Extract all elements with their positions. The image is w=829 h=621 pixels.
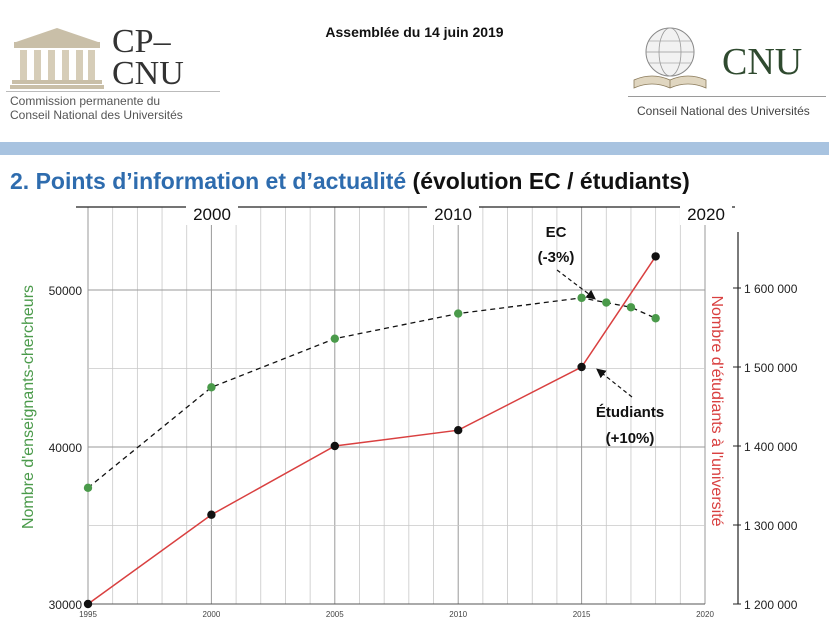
x-tick-label: 2020 [696, 610, 714, 619]
ec-data-point [602, 298, 611, 307]
ec-annotation-arrow [556, 269, 596, 300]
ec-data-point [207, 383, 216, 392]
logo-underline [6, 91, 220, 92]
ec-data-point [330, 334, 339, 343]
cp-cnu-subtitle: Commission permanente du Conseil Nationa… [10, 94, 183, 122]
y-left-tick-label: 30000 [49, 598, 83, 612]
logo-line-2: CNU [112, 55, 184, 92]
x-tick-label: 2005 [326, 610, 344, 619]
y-left-axis-title: Nombre d'enseignants-chercheurs [20, 285, 37, 529]
globe-book-icon [628, 22, 712, 94]
y-left-tick-label: 40000 [49, 441, 83, 455]
etudiants-annotation-arrow [596, 368, 633, 398]
x-tick-label: 1995 [79, 610, 97, 619]
y-right-tick-label: 1 400 000 [744, 440, 798, 454]
etudiants-series-line [87, 255, 657, 605]
ec-data-point [454, 309, 463, 318]
ec-data-point [83, 483, 93, 493]
cp-cnu-logo-text: CP– CNU [112, 23, 184, 92]
cnu-divider [628, 96, 826, 97]
ec-series-line [87, 297, 656, 489]
top-axis-label-bg [427, 201, 479, 225]
ec-data-point [651, 314, 660, 323]
y-right-tick-label: 1 600 000 [744, 282, 798, 296]
etudiants-data-point [207, 510, 216, 519]
logo-line-1: CP– [112, 23, 171, 60]
ec-data-point [626, 303, 636, 312]
x-tick-label: 2010 [449, 610, 467, 619]
etudiants-annotation-line1: Étudiants [596, 404, 664, 421]
y-right-axis-title: Nombre d'étudiants à l'université [708, 295, 725, 526]
y-right-tick-label: 1 500 000 [744, 361, 798, 375]
etudiants-data-point [577, 362, 586, 372]
ec-data-point [577, 293, 586, 303]
cnu-logo-text: CNU [722, 41, 803, 83]
x-tick-label: 2015 [573, 610, 591, 619]
slide-title: 2. Points d’information et d’actualité (… [10, 168, 690, 195]
slide-title-main: 2. Points d’information et d’actualité [10, 168, 407, 194]
top-axis-label-bg [680, 201, 732, 225]
etudiants-data-point [454, 426, 463, 435]
cp-cnu-logo [10, 28, 104, 90]
y-right-tick-label: 1 200 000 [744, 598, 798, 612]
temple-icon [10, 28, 104, 89]
ec-annotation-line2: (-3%) [538, 249, 575, 266]
x-tick-label: 2000 [203, 610, 221, 619]
cp-sub-line-2: Conseil National des Universités [10, 108, 183, 122]
slide-title-detail: (évolution EC / étudiants) [406, 168, 690, 194]
y-right-tick-label: 1 300 000 [744, 519, 798, 533]
y-left-tick-label: 50000 [49, 284, 83, 298]
etudiants-data-point [330, 441, 339, 451]
top-axis-label-bg [186, 201, 238, 225]
header-band [0, 142, 829, 155]
assembly-date: Assemblée du 14 juin 2019 [325, 24, 504, 40]
top-axis-tick-label: 2020 [687, 205, 725, 224]
top-axis-tick-label: 2010 [434, 205, 472, 224]
etudiants-annotation-line2: (+10%) [606, 430, 655, 447]
top-axis-tick-label: 2000 [193, 205, 231, 224]
cp-sub-line-1: Commission permanente du [10, 94, 161, 108]
etudiants-data-point [83, 599, 93, 609]
ec-annotation-line1: EC [546, 224, 567, 241]
cnu-subtitle: Conseil National des Universités [637, 104, 810, 118]
etudiants-data-point [651, 252, 660, 261]
